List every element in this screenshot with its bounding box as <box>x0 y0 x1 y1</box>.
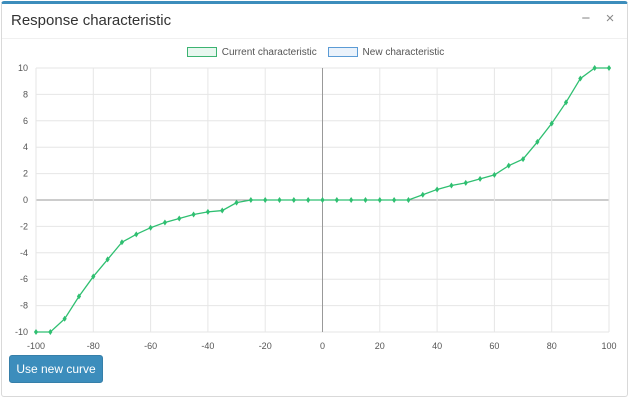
data-point <box>48 329 53 335</box>
y-tick-label: -6 <box>20 274 28 284</box>
data-point <box>76 293 82 300</box>
data-point <box>463 179 468 186</box>
data-point <box>191 211 196 218</box>
data-point <box>377 197 382 203</box>
close-icon[interactable]: × <box>605 10 615 27</box>
data-point <box>105 256 110 263</box>
legend-swatch-current <box>186 47 217 58</box>
y-tick-label: 8 <box>23 89 28 99</box>
panel-header: Response characteristic − × <box>2 4 627 39</box>
data-point <box>291 197 296 203</box>
y-tick-label: -4 <box>20 248 28 258</box>
x-tick-label: -60 <box>144 341 157 351</box>
data-point <box>349 197 354 203</box>
x-tick-label: 20 <box>375 341 385 351</box>
legend-swatch-new <box>327 47 358 58</box>
data-point <box>420 191 425 198</box>
data-point <box>162 219 168 226</box>
minus-icon[interactable]: − <box>581 10 591 27</box>
y-tick-label: 2 <box>23 169 28 179</box>
x-tick-label: -40 <box>201 341 214 351</box>
data-point <box>578 75 583 82</box>
data-point <box>492 171 497 178</box>
data-point <box>205 208 210 215</box>
legend-item-new[interactable]: New characteristic <box>327 47 445 58</box>
data-point <box>477 175 483 182</box>
legend-label-current: Current characteristic <box>221 47 317 58</box>
data-point <box>248 197 253 203</box>
y-tick-label: 10 <box>18 63 28 73</box>
data-point <box>563 99 569 106</box>
data-point <box>148 224 153 231</box>
data-point <box>449 182 454 189</box>
data-point <box>234 199 239 206</box>
data-point <box>592 65 597 71</box>
panel-title: Response characteristic <box>11 12 172 29</box>
data-point <box>435 186 440 193</box>
y-tick-label: 4 <box>23 142 28 152</box>
data-point <box>177 215 182 222</box>
x-tick-label: 40 <box>432 341 442 351</box>
x-tick-label: -80 <box>87 341 100 351</box>
x-tick-label: 60 <box>489 341 499 351</box>
x-tick-label: 0 <box>320 341 325 351</box>
x-tick-label: 100 <box>601 341 616 351</box>
data-point <box>62 315 67 322</box>
x-tick-label: -20 <box>259 341 272 351</box>
data-point <box>320 197 325 203</box>
y-tick-label: -2 <box>20 221 28 231</box>
y-tick-label: -10 <box>15 327 28 337</box>
data-point <box>334 197 339 203</box>
data-point <box>520 156 526 163</box>
x-tick-label: -100 <box>27 341 45 351</box>
use-new-curve-button[interactable]: Use new curve <box>9 355 103 383</box>
data-point <box>306 197 311 203</box>
data-point <box>91 273 96 280</box>
data-point <box>134 231 139 238</box>
data-point <box>363 197 368 203</box>
chart-legend: Current characteristic New characteristi… <box>0 47 631 58</box>
data-point <box>33 329 39 335</box>
y-tick-label: 0 <box>23 195 28 205</box>
data-point <box>119 239 125 246</box>
legend-label-new: New characteristic <box>362 47 445 58</box>
data-point <box>263 197 268 203</box>
data-point <box>606 65 612 71</box>
x-tick-label: 80 <box>547 341 557 351</box>
data-point <box>535 138 540 145</box>
y-tick-label: 6 <box>23 116 28 126</box>
data-point <box>220 207 225 214</box>
data-point <box>506 162 511 169</box>
legend-item-current[interactable]: Current characteristic <box>186 47 317 58</box>
data-point <box>392 197 397 203</box>
data-point <box>549 120 554 127</box>
panel-tools: − × <box>574 10 618 27</box>
data-point <box>277 197 282 203</box>
y-tick-label: -8 <box>20 301 28 311</box>
data-point <box>406 197 411 203</box>
